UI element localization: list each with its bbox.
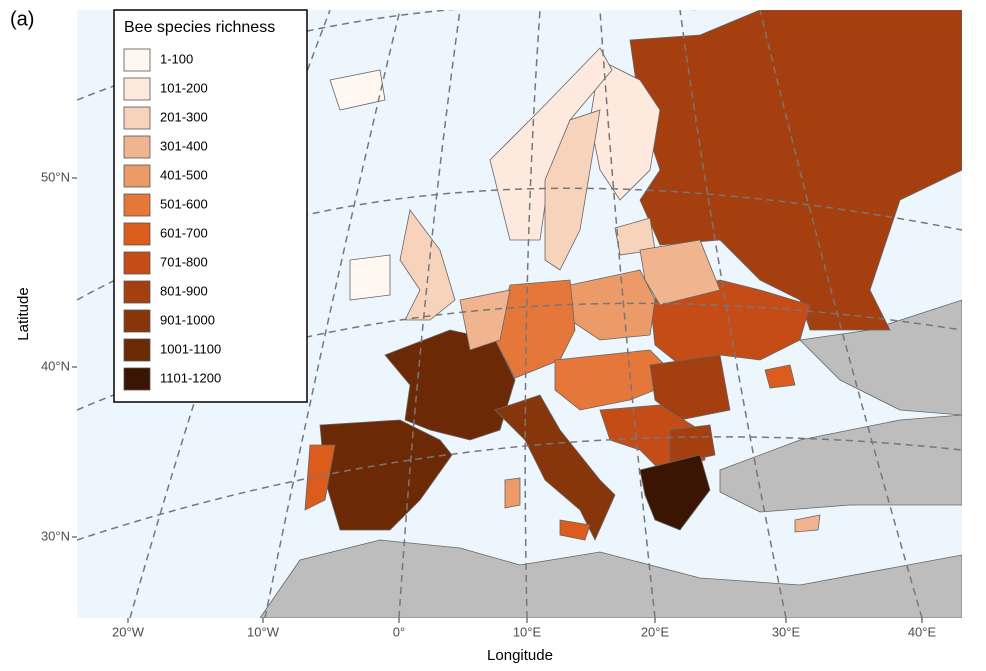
country (794, 514, 821, 533)
country (544, 109, 601, 271)
country (649, 279, 811, 366)
country (349, 254, 391, 301)
legend-label: 901-1000 (160, 312, 215, 327)
legend-label: 601-700 (160, 225, 208, 240)
panel-label: (a) (10, 8, 34, 30)
legend-swatch (123, 48, 151, 72)
x-tick-label: 30°E (772, 624, 801, 639)
country (554, 349, 681, 411)
x-axis-label: Longitude (487, 647, 553, 664)
legend-label: 201-300 (160, 109, 208, 124)
legend-label: 401-500 (160, 167, 208, 182)
country (629, 10, 962, 331)
legend-swatch (123, 280, 151, 304)
legend-swatch (123, 193, 151, 217)
legend-label: 801-900 (160, 283, 208, 298)
legend-swatch (123, 77, 151, 101)
country (639, 454, 711, 531)
x-tick-label: 0° (393, 624, 405, 639)
legend-label: 1101-1200 (160, 370, 221, 385)
x-tick-label: 10°W (247, 624, 280, 639)
country (399, 209, 456, 321)
legend-label: 1001-1100 (160, 341, 221, 356)
legend-label: 101-200 (160, 80, 208, 95)
x-tick-label: 20°E (641, 624, 670, 639)
legend-swatch (123, 135, 151, 159)
north-africa (259, 539, 962, 618)
legend-swatch (123, 251, 151, 275)
map-land (259, 299, 962, 618)
country (639, 239, 721, 306)
x-tick-label: 20°W (112, 624, 145, 639)
country (649, 354, 731, 421)
y-tick-label: 40°N (41, 358, 70, 373)
legend-swatch (123, 338, 151, 362)
graticule (77, 10, 962, 618)
country (304, 444, 336, 511)
country (459, 289, 511, 351)
x-tick-label: 10°E (513, 624, 542, 639)
country (764, 364, 796, 389)
country (559, 519, 591, 541)
legend-swatch (123, 222, 151, 246)
legend: Bee species richness 1-100 101-200 201-300… (113, 9, 308, 403)
x-tick-label: 40°E (908, 624, 937, 639)
legend-label: 1-100 (160, 51, 193, 66)
legend-swatch (123, 367, 151, 391)
legend-title: Bee species richness (124, 19, 275, 36)
y-tick-label: 30°N (41, 528, 70, 543)
legend-label: 301-400 (160, 138, 208, 153)
y-tick-label: 50°N (41, 169, 70, 184)
country (504, 477, 521, 509)
country (319, 419, 453, 531)
legend-swatch (123, 309, 151, 333)
legend-swatch (123, 106, 151, 130)
turkey (719, 414, 962, 513)
y-axis-label: Latitude (15, 287, 32, 340)
country (669, 424, 716, 466)
legend-swatch (123, 164, 151, 188)
legend-label: 501-600 (160, 196, 208, 211)
country (329, 69, 386, 111)
legend-label: 701-800 (160, 254, 208, 269)
